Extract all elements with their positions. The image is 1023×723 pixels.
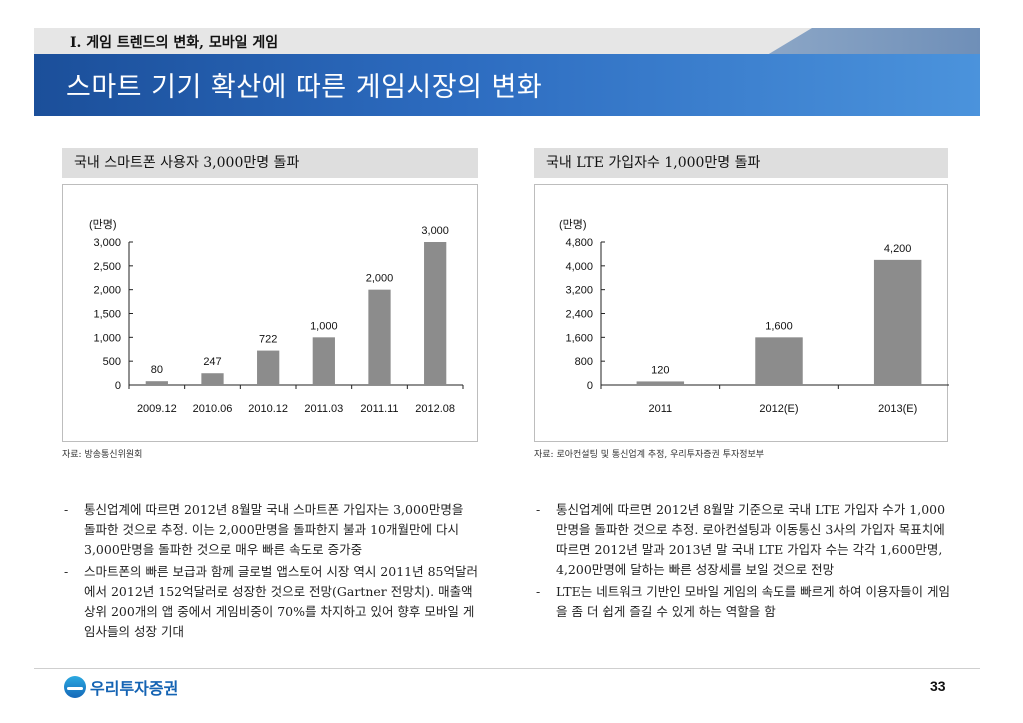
page-title: 스마트 기기 확산에 따른 게임시장의 변화: [66, 72, 543, 103]
bar-2011: [636, 381, 685, 385]
right-bullet-2: - LTE는 네트워크 기반인 모바일 게임의 속도를 빠르게 하여 이용자들이 …: [536, 584, 951, 619]
y-tick-label: 1,600: [565, 332, 593, 344]
right-bullet-1: - 통신업계에 따르면 2012년 8월말 기준으로 국내 LTE 가입자 수가 …: [536, 502, 946, 577]
bar-2011.11: [368, 289, 391, 385]
left-bullets: - 통신업계에 따르면 2012년 8월말 국내 스마트폰 가입자는 3,000만…: [62, 500, 478, 644]
data-label: 3,000: [421, 225, 449, 237]
y-tick-label: 800: [575, 356, 593, 368]
left-bullet-2: - 스마트폰의 빠른 보급과 함께 글로벌 앱스토어 시장 역시 2011년 85…: [64, 564, 478, 639]
company-logo: 우리투자증권: [64, 674, 178, 700]
x-tick-label: 2009.12: [137, 403, 177, 415]
y-tick-label: 2,500: [93, 261, 121, 273]
left-bullet-2-text: 스마트폰의 빠른 보급과 함께 글로벌 앱스토어 시장 역시 2011년 85억…: [84, 564, 478, 639]
page-number: 33: [930, 678, 946, 694]
bar-2011.03: [312, 337, 335, 385]
lte-subscribers-chart-svg: (만명) 0 800 1,600 2,400 3,200 4,000 4,800 120 2011…: [559, 218, 949, 415]
left-panel-heading: 국내 스마트폰 사용자 3,000만명 돌파: [62, 148, 478, 178]
right-source: 자료: 로아컨설팅 및 통신업계 추정, 우리투자증권 투자정보부: [534, 450, 765, 460]
bar-2010.06: [201, 373, 224, 385]
smartphone-users-chart-svg: (만명) 0 500 1,000 1,500 2,000 2,500 3,000 80 2009.…: [89, 218, 464, 415]
y-tick-label: 1,500: [93, 309, 121, 321]
x-tick-label: 2011: [649, 403, 673, 415]
data-label: 1,000: [310, 320, 338, 332]
section-bar-accent: [768, 28, 980, 54]
x-tick-label: 2013(E): [878, 403, 917, 415]
bar-2010.12: [257, 350, 280, 385]
y-tick-label: 0: [115, 380, 121, 392]
data-label: 247: [203, 356, 221, 368]
y-tick-label: 0: [587, 380, 593, 392]
right-panel-heading: 국내 LTE 가입자수 1,000만명 돌파: [534, 148, 948, 178]
x-tick-label: 2011.11: [360, 403, 398, 415]
wave-circle-icon: [64, 676, 86, 698]
data-label: 1,600: [765, 320, 793, 332]
left-bullet-1-text: 통신업계에 따르면 2012년 8월말 국내 스마트폰 가입자는 3,000만명…: [84, 502, 464, 557]
bar-2012.08: [424, 242, 447, 385]
logo-text: 우리투자증권: [90, 679, 179, 698]
data-label: 722: [259, 334, 277, 346]
left-bullet-1: - 통신업계에 따르면 2012년 8월말 국내 스마트폰 가입자는 3,000만…: [64, 502, 464, 557]
title-bar: 스마트 기기 확산에 따른 게임시장의 변화: [34, 54, 980, 116]
x-tick-label: 2011.03: [304, 403, 343, 415]
y-tick-label: 2,000: [93, 285, 121, 297]
data-label: 2,000: [366, 273, 394, 285]
bar-2013(E): [873, 259, 922, 385]
data-label: 4,200: [884, 243, 912, 255]
y-tick-label: 2,400: [565, 309, 593, 321]
bar-2012(E): [755, 337, 803, 385]
y-tick-label: 3,200: [565, 285, 593, 297]
y-axis-label: (만명): [89, 218, 117, 231]
lte-subscribers-chart: (만명) 0 800 1,600 2,400 3,200 4,000 4,800 120 2011…: [534, 184, 949, 442]
section-label: Ⅰ. 게임 트렌드의 변화, 모바일 게임: [70, 35, 279, 51]
x-tick-label: 2010.06: [193, 403, 233, 415]
bar-2009.12: [145, 381, 168, 385]
x-tick-label: 2010.12: [248, 403, 288, 415]
x-tick-label: 2012(E): [759, 403, 798, 415]
section-bar: Ⅰ. 게임 트렌드의 변화, 모바일 게임: [34, 28, 980, 54]
data-label: 120: [651, 364, 669, 376]
y-tick-label: 4,000: [565, 261, 593, 273]
right-bullet-1-text: 통신업계에 따르면 2012년 8월말 기준으로 국내 LTE 가입자 수가 1…: [556, 502, 946, 577]
y-axis-label: (만명): [559, 218, 587, 231]
y-tick-label: 3,000: [93, 237, 121, 249]
right-bullet-2-text: LTE는 네트워크 기반인 모바일 게임의 속도를 빠르게 하여 이용자들이 게…: [556, 584, 951, 619]
left-source: 자료: 방송통신위원회: [62, 450, 143, 460]
y-tick-label: 4,800: [565, 237, 593, 249]
y-tick-label: 500: [103, 356, 121, 368]
smartphone-users-chart: (만명) 0 500 1,000 1,500 2,000 2,500 3,000 80 2009.…: [62, 184, 478, 442]
right-bullets: - 통신업계에 따르면 2012년 8월말 기준으로 국내 LTE 가입자 수가 …: [534, 500, 954, 624]
data-label: 80: [151, 364, 163, 376]
x-tick-label: 2012.08: [415, 403, 455, 415]
y-tick-label: 1,000: [93, 332, 121, 344]
footer-divider: [34, 668, 980, 669]
